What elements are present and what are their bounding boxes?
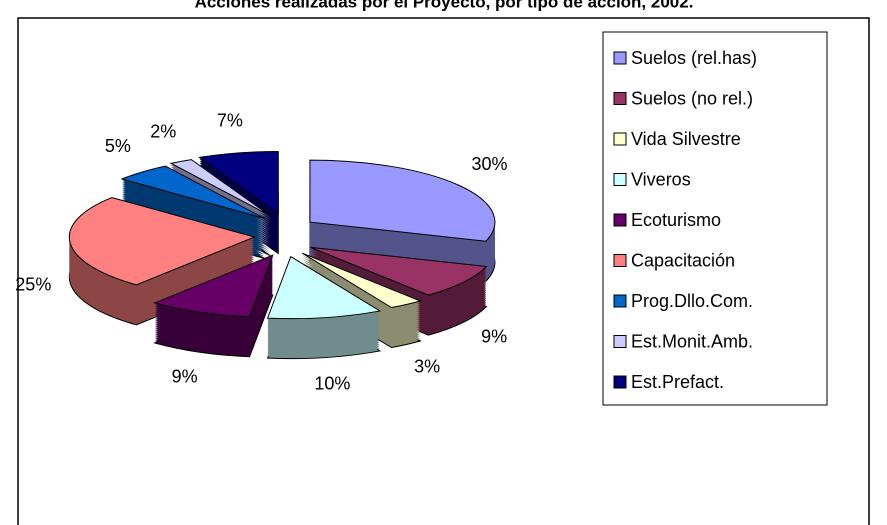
legend-label: Prog.Dllo.Com. xyxy=(631,291,753,311)
data-label: 25% xyxy=(15,274,51,294)
legend-swatch xyxy=(613,254,627,267)
legend-swatch xyxy=(613,51,627,65)
legend-label: Suelos (rel.has) xyxy=(631,48,757,68)
pie-slice xyxy=(68,197,256,326)
legend-label: Viveros xyxy=(631,169,691,189)
legend-label: Vida Silvestre xyxy=(631,129,741,149)
data-label: 7% xyxy=(217,111,243,131)
data-label: 2% xyxy=(150,122,176,142)
slice-top xyxy=(120,165,265,219)
pie-slice xyxy=(266,255,382,360)
slice-top xyxy=(310,246,488,296)
pie-slice xyxy=(153,254,274,358)
data-label: 3% xyxy=(414,356,440,376)
data-label: 9% xyxy=(172,366,198,386)
legend-swatch xyxy=(613,213,627,227)
slice-top xyxy=(169,159,271,217)
legend-label: Est.Monit.Amb. xyxy=(631,331,753,351)
data-label: 10% xyxy=(314,374,350,394)
legend-label: Suelos (no rel.) xyxy=(631,88,753,108)
slice-top xyxy=(302,252,422,309)
slice-top xyxy=(309,159,496,242)
legend-box xyxy=(602,31,828,406)
legend-label: Est.Prefact. xyxy=(631,372,724,392)
chart-title: Acciones realizadas por el Proyecto, por… xyxy=(195,0,694,11)
legend-swatch xyxy=(613,294,627,308)
legend-label: Ecoturismo xyxy=(631,210,721,230)
legend-swatch xyxy=(613,92,627,105)
legend-swatch xyxy=(613,132,627,146)
data-label: 30% xyxy=(472,154,508,174)
legend-label: Capacitación xyxy=(631,250,735,270)
slice-top xyxy=(198,151,279,215)
slice-top xyxy=(266,255,382,320)
legend-swatch xyxy=(613,173,627,186)
slice-top xyxy=(153,254,274,318)
data-label: 5% xyxy=(105,136,131,156)
slice-top xyxy=(68,197,256,286)
data-label: 9% xyxy=(481,327,507,347)
legend-swatch xyxy=(613,375,627,389)
legend-swatch xyxy=(613,335,627,348)
